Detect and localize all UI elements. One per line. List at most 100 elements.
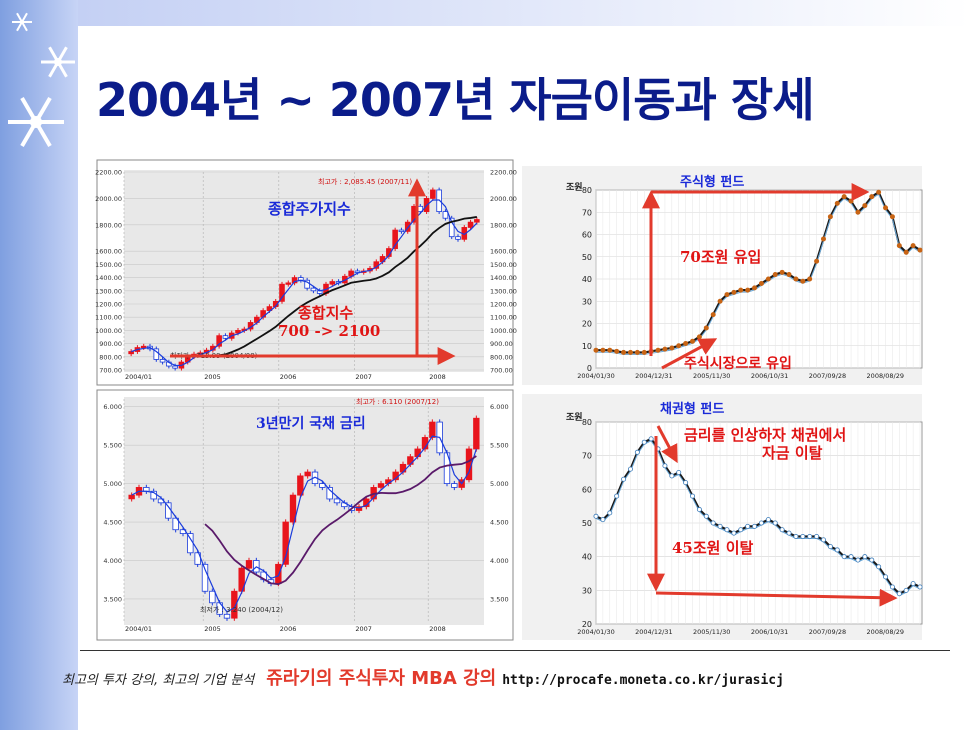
equity-fund-point xyxy=(621,349,627,355)
bond-candle-body xyxy=(473,417,480,450)
bond-low-label: 최저가 : 3.240 (2004/12) xyxy=(200,605,283,614)
bond-ytick-right: 3.500 xyxy=(490,595,509,603)
bond-fund-point xyxy=(634,449,640,455)
footer-divider xyxy=(80,650,950,651)
kospi-candles xyxy=(128,187,480,371)
equity-fund-point xyxy=(731,289,737,295)
bond-candle-body xyxy=(128,494,135,500)
kospi-candle-body xyxy=(442,211,449,219)
equity-fund-xtick: 2005/11/30 xyxy=(693,372,730,380)
footer-brand: 쥬라기의 주식투자 MBA 강의 xyxy=(266,668,497,689)
equity-fund-point xyxy=(772,272,778,278)
equity-fund-point xyxy=(862,203,868,209)
bond-candle-body xyxy=(289,494,297,523)
equity-fund-point xyxy=(814,258,820,264)
footer-url[interactable]: http://procafe.moneta.co.kr/jurasicj xyxy=(502,673,784,688)
bond-fund-point xyxy=(820,537,826,543)
kospi-ytick-right: 1600.00 xyxy=(490,248,517,256)
bond-fund-xtick: 2008/08/29 xyxy=(867,628,904,636)
bond-candle-body xyxy=(333,498,341,504)
bond-ma-short-line xyxy=(131,435,477,613)
kospi-ytick-left: 900.00 xyxy=(99,340,122,348)
kospi-ytick-right: 900.00 xyxy=(490,340,513,348)
bond-xtick: 2005 xyxy=(204,625,221,633)
bond-fund-point xyxy=(738,527,744,533)
kospi-ytick-left: 1600.00 xyxy=(95,248,122,256)
kospi-candle-body xyxy=(474,219,480,223)
equity-fund-point xyxy=(710,312,716,318)
snowflake-icon-small xyxy=(12,12,32,32)
equity-fund-point xyxy=(738,287,744,293)
bond-fund-point xyxy=(641,439,647,445)
equity-fund-point xyxy=(662,346,668,352)
bond-fund-point xyxy=(683,480,689,486)
equity-fund-point xyxy=(807,276,813,282)
equity-fund-point xyxy=(696,334,702,340)
bond-fund-point xyxy=(834,547,840,553)
kospi-ytick-right: 1500.00 xyxy=(490,261,517,269)
bond-candle-body xyxy=(275,563,282,584)
bond-fund-ytick: 50 xyxy=(582,519,592,528)
kospi-ytick-right: 1800.00 xyxy=(490,221,517,229)
kospi-note-line2: 700 -> 2100 xyxy=(278,322,380,340)
equity-fund-point xyxy=(841,194,847,200)
equity-fund-xtick: 2007/09/28 xyxy=(809,372,846,380)
bond-fund-xtick: 2007/09/28 xyxy=(809,628,846,636)
bond-fund-note-line2: 자금 이탈 xyxy=(762,444,823,462)
bond-fund-xtick: 2005/11/30 xyxy=(693,628,730,636)
kospi-candle-body xyxy=(291,277,298,284)
bond-candle-body xyxy=(172,517,179,531)
bond-ytick-right: 6.000 xyxy=(490,403,509,411)
kospi-candle-body xyxy=(216,335,222,347)
equity-fund-point xyxy=(703,325,709,331)
footer-tagline: 최고의 투자 강의, 최고의 기업 분석 xyxy=(62,673,255,688)
bond-fund-line-shadow xyxy=(595,440,921,597)
equity-fund-point xyxy=(779,269,785,275)
equity-fund-point xyxy=(869,194,875,200)
kospi-ytick-left: 2200.00 xyxy=(95,169,122,177)
equity-fund-xtick: 2004/01/30 xyxy=(577,372,614,380)
bond-axis-labels: 6.000 6.000 5.500 5.500 5.000 5.000 4.500 4.500… xyxy=(103,403,508,633)
bond-fund-xtick: 2004/01/30 xyxy=(577,628,614,636)
equity-fund-point xyxy=(593,347,599,353)
equity-fund-point xyxy=(896,243,902,249)
kospi-ytick-left: 2000.00 xyxy=(95,195,122,203)
kospi-candle-body xyxy=(404,221,411,232)
bond-fund-ytick: 40 xyxy=(582,553,592,562)
equity-fund-point xyxy=(634,349,640,355)
bond-candle-body xyxy=(355,506,363,511)
bond-fund-point xyxy=(779,527,785,533)
kospi-candle-body xyxy=(430,189,436,199)
bond-fund-point xyxy=(869,557,875,563)
equity-fund-point xyxy=(655,347,661,353)
bond-candle-body xyxy=(407,456,414,465)
bond-fund-point xyxy=(848,554,854,560)
kospi-ma-long-line xyxy=(193,216,477,358)
equity-fund-ytick: 60 xyxy=(582,231,592,240)
kospi-note-line1: 종합지수 xyxy=(298,304,353,322)
bond-fund-point xyxy=(593,513,599,519)
bond-ytick-left: 5.000 xyxy=(103,480,122,488)
bond-fund-point xyxy=(793,533,799,539)
equity-fund-point xyxy=(800,278,806,284)
bond-fund-point xyxy=(731,530,737,536)
bond-candle-body xyxy=(201,563,209,592)
bond-fund-point xyxy=(662,463,668,469)
equity-fund-point xyxy=(765,276,771,282)
kospi-candle-body xyxy=(285,282,292,285)
equity-fund-xtick: 2008/08/29 xyxy=(867,372,904,380)
bond-fund-point xyxy=(752,523,758,529)
bond-fund-point xyxy=(814,533,820,539)
equity-fund-diagonal-arrow xyxy=(661,338,718,370)
bond-ytick-right: 4.000 xyxy=(490,557,509,565)
bond-candle-body xyxy=(231,590,238,619)
bond-fund-point xyxy=(889,584,895,590)
equity-fund-ytick: 30 xyxy=(582,297,592,306)
equity-fund-point xyxy=(752,285,758,291)
snowflake-icon-large xyxy=(8,96,64,148)
kospi-ytick-left: 1300.00 xyxy=(95,287,122,295)
bond-ytick-left: 5.500 xyxy=(103,442,122,450)
bond-candle-body xyxy=(399,463,407,473)
bond-candle-body xyxy=(429,421,436,438)
